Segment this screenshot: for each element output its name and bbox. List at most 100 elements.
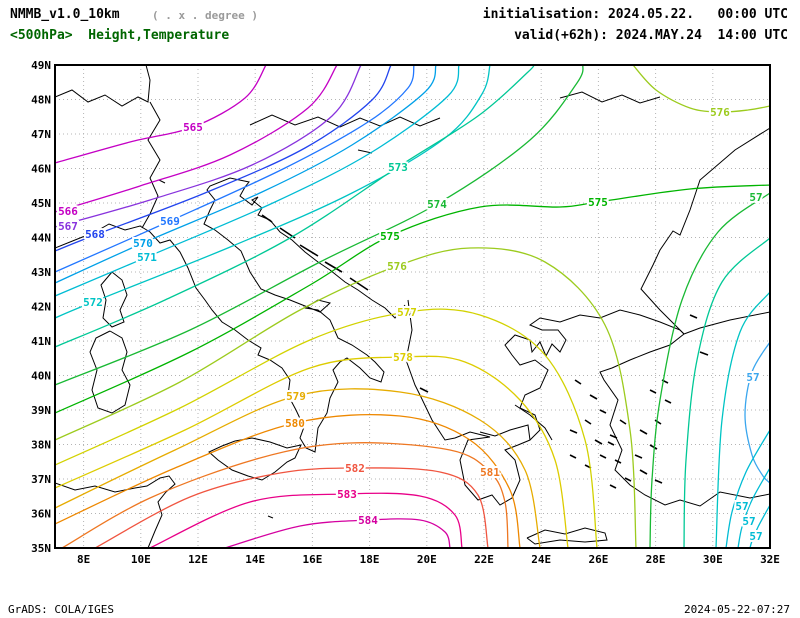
x-axis-label: 20E bbox=[417, 553, 437, 566]
island bbox=[619, 419, 627, 425]
contour-line-580 bbox=[55, 414, 521, 548]
y-axis-label: 49N bbox=[31, 59, 51, 72]
creation-timestamp: 2024-05-22-07:27 bbox=[684, 603, 790, 616]
contour-label-574: 57 bbox=[749, 191, 762, 204]
plot-frame bbox=[54, 64, 771, 549]
contour-line-574 bbox=[55, 65, 584, 386]
contour-label-halo: 575 bbox=[588, 196, 608, 209]
x-axis-label: 16E bbox=[302, 553, 322, 566]
contour-label-halo: 584 bbox=[358, 514, 378, 527]
contour-line-569 bbox=[55, 65, 415, 273]
contour-label-halo: 57 bbox=[742, 515, 755, 528]
contour-line-566 bbox=[55, 65, 338, 213]
model-title: NMMB_v1.0_10km bbox=[10, 7, 120, 22]
contour-label-572: 572 bbox=[83, 296, 103, 309]
island bbox=[574, 379, 582, 385]
y-axis-label: 38N bbox=[31, 439, 51, 452]
island bbox=[624, 477, 632, 482]
x-axis-label: 26E bbox=[588, 553, 608, 566]
coastline bbox=[267, 515, 274, 519]
units-note: ( . x . degree ) bbox=[152, 9, 258, 22]
contour-line-573 bbox=[683, 237, 770, 548]
coastline bbox=[158, 179, 166, 184]
island bbox=[589, 394, 598, 400]
coastline bbox=[405, 299, 531, 506]
y-axis-label: 35N bbox=[31, 542, 51, 555]
coastline bbox=[208, 437, 302, 481]
contour-label-halo: 569 bbox=[160, 215, 180, 228]
contour-label-halo: 574 bbox=[427, 198, 447, 211]
contour-label-halo: 577 bbox=[397, 306, 417, 319]
island bbox=[654, 479, 663, 484]
x-axis-label: 24E bbox=[531, 553, 551, 566]
contour-line-582 bbox=[94, 467, 489, 548]
contour-label-577: 577 bbox=[397, 306, 417, 319]
contour-line-575 bbox=[55, 184, 770, 414]
x-axis-label: 8E bbox=[77, 553, 90, 566]
contour-label-halo: 565 bbox=[183, 121, 203, 134]
island bbox=[654, 419, 662, 425]
island bbox=[699, 351, 709, 356]
island bbox=[649, 389, 657, 394]
contour-labels: 5655655665665675675685685695695705705715… bbox=[56, 104, 765, 545]
contour-label-578: 578 bbox=[393, 351, 413, 364]
contour-line-570 bbox=[55, 65, 437, 284]
coastline bbox=[514, 404, 553, 441]
coastline bbox=[100, 271, 128, 328]
coastline bbox=[640, 127, 770, 335]
axis-labels: 8E 10E 12E 14E 16E 18E 20E 22E 24E 26E 28E 30E 32E 49… bbox=[31, 59, 780, 566]
contour-label-576: 576 bbox=[387, 260, 407, 273]
island bbox=[634, 454, 643, 459]
contour-label-halo: 576 bbox=[387, 260, 407, 273]
island bbox=[419, 387, 429, 393]
chart-subtitle: <500hPa> Height,Temperature bbox=[10, 28, 230, 43]
contour-line-577 bbox=[55, 308, 598, 548]
contour-line-567 bbox=[55, 65, 362, 228]
x-axis-label: 32E bbox=[760, 553, 780, 566]
contour-line-568 bbox=[55, 65, 392, 252]
contour-line-584 bbox=[224, 518, 451, 548]
contour-label-halo: 576 bbox=[710, 106, 730, 119]
contour-label-575: 575 bbox=[588, 196, 608, 209]
contour-label-halo: 566 bbox=[58, 205, 78, 218]
island bbox=[261, 214, 273, 223]
island bbox=[607, 441, 615, 446]
contour-label-571: 571 bbox=[137, 251, 157, 264]
island bbox=[664, 399, 672, 404]
contour-label-halo: 580 bbox=[285, 417, 305, 430]
contour-line-572 bbox=[55, 65, 491, 319]
contour-label-574: 574 bbox=[427, 198, 447, 211]
y-axis-label: 43N bbox=[31, 266, 51, 279]
x-axis-label: 10E bbox=[131, 553, 151, 566]
contour-label-579: 579 bbox=[286, 390, 306, 403]
y-axis-label: 48N bbox=[31, 94, 51, 107]
contour-label-halo: 57 bbox=[735, 500, 748, 513]
island bbox=[594, 439, 603, 445]
contour-label-570: 57 bbox=[746, 371, 759, 384]
contour-label-halo: 571 bbox=[137, 251, 157, 264]
coastline bbox=[89, 330, 131, 414]
island bbox=[639, 469, 648, 475]
contour-label-halo: 578 bbox=[393, 351, 413, 364]
contour-label-halo: 579 bbox=[286, 390, 306, 403]
coastlines bbox=[55, 65, 770, 548]
contour-label-halo: 568 bbox=[85, 228, 105, 241]
y-axis-label: 41N bbox=[31, 335, 51, 348]
contour-label-566: 566 bbox=[58, 205, 78, 218]
contour-label-571: 57 bbox=[735, 500, 748, 513]
contour-label-halo: 572 bbox=[83, 296, 103, 309]
island bbox=[614, 459, 622, 464]
contour-line-579 bbox=[55, 388, 541, 548]
coastline bbox=[526, 527, 608, 545]
contour-label-halo: 582 bbox=[345, 462, 365, 475]
coastline bbox=[141, 101, 161, 229]
contour-label-halo: 57 bbox=[749, 191, 762, 204]
y-axis-label: 44N bbox=[31, 232, 51, 245]
contour-label-581: 581 bbox=[480, 466, 500, 479]
coastline bbox=[559, 91, 661, 104]
contour-label-569: 569 bbox=[160, 215, 180, 228]
contour-label-580: 580 bbox=[285, 417, 305, 430]
coastline bbox=[599, 333, 770, 507]
contour-label-568: 568 bbox=[85, 228, 105, 241]
